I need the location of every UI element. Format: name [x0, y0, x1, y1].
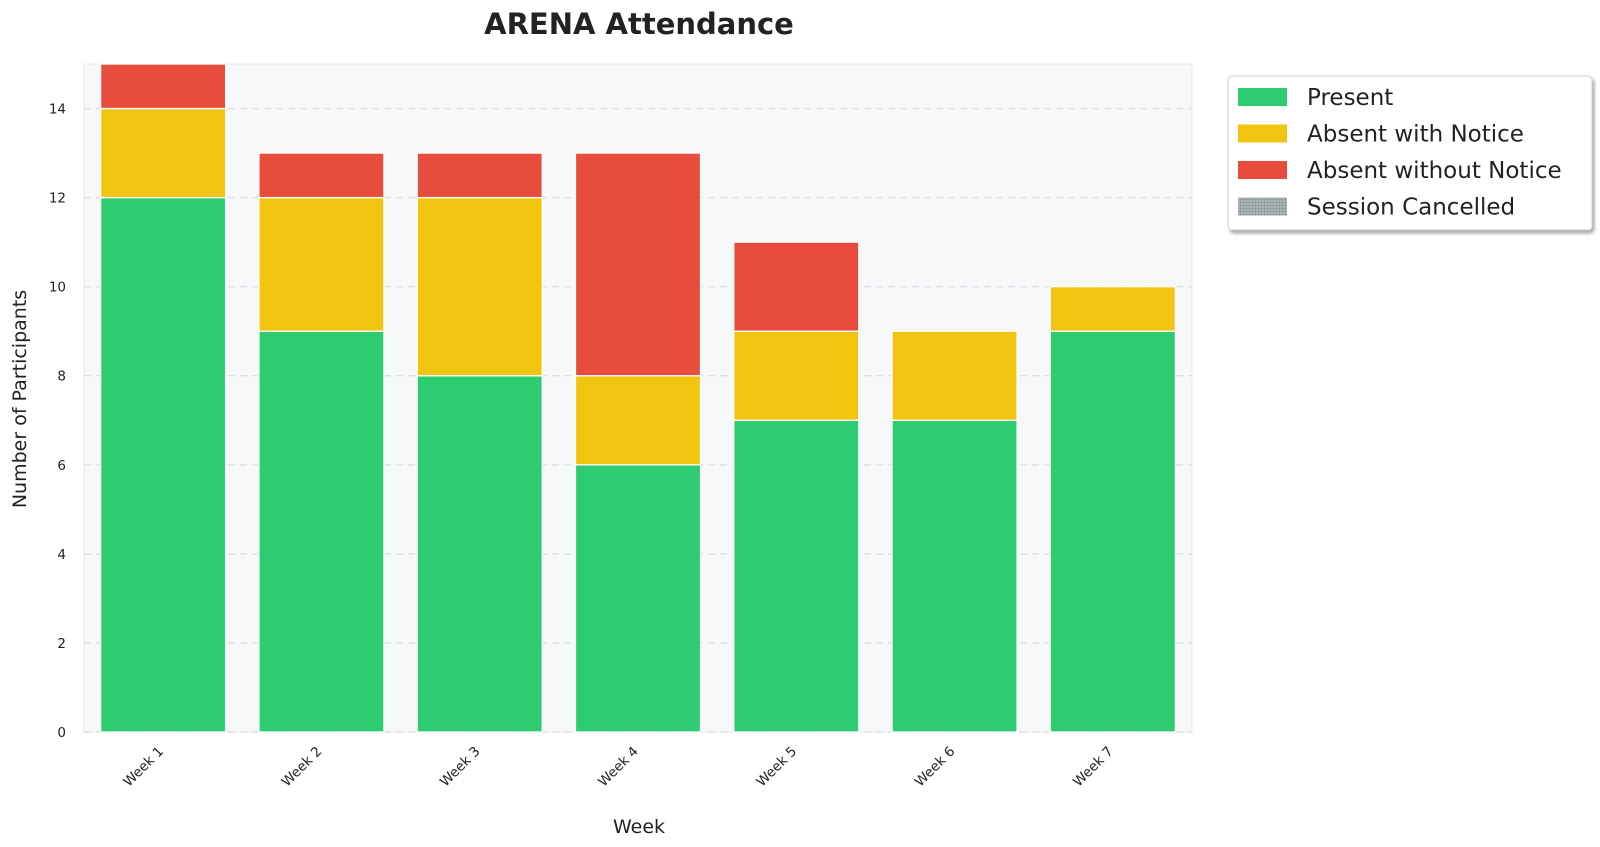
bar-segment-present — [1049, 330, 1177, 733]
legend-label: Session Cancelled — [1307, 195, 1515, 221]
bar-segment-absent-without-notice — [416, 152, 543, 199]
x-axis-label: Week — [613, 816, 665, 838]
legend-label: Absent without Notice — [1307, 158, 1562, 184]
y-tick-label: 10 — [49, 280, 66, 296]
y-tick-label: 0 — [57, 725, 66, 741]
y-tick-label: 14 — [49, 102, 66, 118]
bar-segment-absent-with-notice — [99, 107, 227, 199]
bar-segment-absent-without-notice — [733, 241, 860, 332]
bars — [99, 63, 1177, 733]
legend-label: Absent with Notice — [1307, 122, 1524, 148]
chart-title: ARENA Attendance — [484, 7, 794, 41]
bar-segment-absent-without-notice — [258, 152, 385, 199]
bar-segment-present — [574, 464, 702, 733]
bar-segment-present — [99, 196, 227, 733]
bar-segment-absent-with-notice — [1049, 286, 1177, 332]
x-tick-label: Week 4 — [595, 744, 642, 791]
x-tick-label: Week 5 — [754, 744, 801, 791]
bar-segment-absent-with-notice — [891, 330, 1018, 421]
legend-swatch-session-cancelled — [1238, 197, 1287, 216]
x-tick-label: Week 2 — [279, 744, 326, 791]
x-tick-label: Week 7 — [1070, 744, 1117, 791]
legend-swatch-absent-without-notice — [1238, 161, 1287, 179]
legend-swatch-present — [1238, 88, 1287, 106]
legend-swatch-absent-with-notice — [1238, 124, 1287, 143]
bar-segment-absent-with-notice — [733, 330, 860, 421]
bar-segment-present — [733, 419, 860, 733]
bar-segment-absent-with-notice — [258, 196, 385, 332]
y-axis-label: Number of Participants — [9, 290, 31, 508]
y-tick-label: 2 — [57, 636, 66, 652]
legend: Present Absent with Notice Absent without … — [1227, 75, 1593, 231]
bar-segment-absent-without-notice — [574, 152, 702, 377]
y-tick-label: 6 — [57, 458, 66, 474]
bar-segment-absent-without-notice — [99, 63, 227, 110]
bar-segment-present — [258, 330, 385, 733]
legend-label: Present — [1307, 85, 1393, 111]
y-tick-label: 12 — [49, 191, 66, 207]
y-tick-label: 4 — [57, 547, 66, 563]
bar-segment-absent-with-notice — [574, 375, 702, 466]
bar-segment-present — [891, 419, 1018, 733]
x-tick-label: Week 3 — [437, 744, 484, 791]
bar-segment-present — [416, 375, 543, 733]
y-tick-label: 8 — [57, 369, 66, 385]
bar-segment-absent-with-notice — [416, 196, 543, 377]
x-tick-label: Week 6 — [912, 744, 959, 791]
x-axis-ticks: Week 1 Week 2 Week 3 Week 4 Week 5 Week 6 Week… — [120, 744, 1116, 791]
y-axis-ticks: 0 2 4 6 8 10 12 14 — [49, 102, 66, 741]
legend-box — [1227, 75, 1593, 231]
x-tick-label: Week 1 — [120, 744, 167, 791]
